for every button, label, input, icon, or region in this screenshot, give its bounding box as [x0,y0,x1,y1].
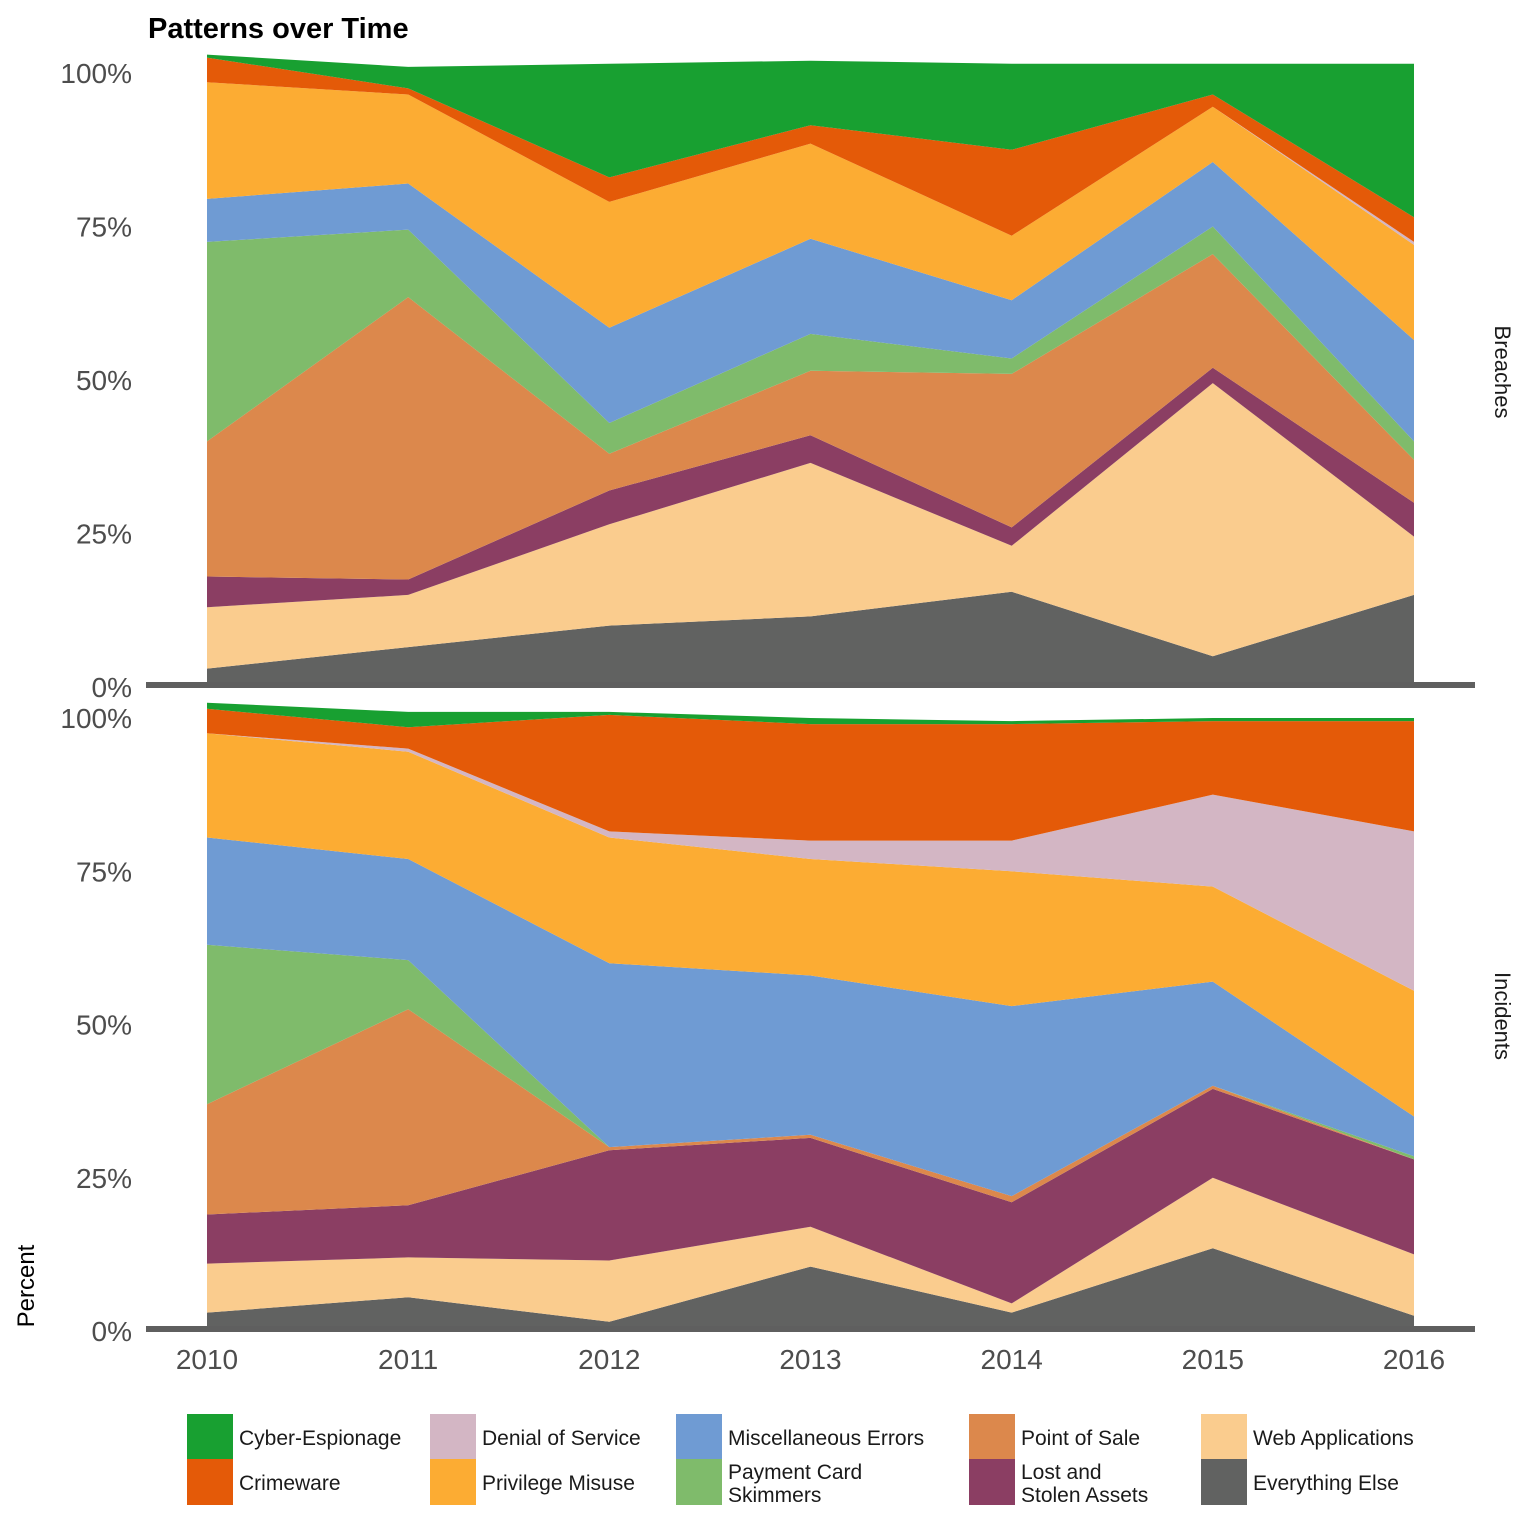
legend-label: Payment Card Skimmers [728,1461,862,1507]
legend-label: Crimeware [239,1472,341,1495]
area-breaches-payment-card-skimmers [207,226,1414,460]
legend-label: Web Applications [1253,1427,1414,1450]
area-incidents-privilege-misuse [207,733,1414,1117]
legend-swatch [676,1414,722,1460]
x-tick-label: 2015 [1182,1344,1244,1375]
legend-swatch [430,1459,476,1505]
y-tick-label: 0% [92,1316,132,1347]
area-incidents-cyber-espionage [207,702,1414,728]
y-axis-label: Percent [13,1244,40,1327]
y-tick-label: 75% [76,856,132,887]
legend-item: Miscellaneous Errors [676,1414,924,1460]
area-incidents-miscellaneous-errors [207,837,1414,1197]
x-tick-label: 2011 [378,1344,438,1375]
x-tick-label: 2014 [981,1344,1043,1375]
legend-item: Payment Card Skimmers [676,1459,862,1507]
legend-item: Privilege Misuse [430,1459,635,1505]
legend-label: Privilege Misuse [482,1472,635,1495]
area-breaches-point-of-sale [207,254,1414,580]
area-incidents-lost-and-stolen-assets [207,1088,1414,1304]
legend-swatch [1201,1414,1247,1460]
area-breaches-privilege-misuse [207,82,1414,341]
legend-item: Web Applications [1201,1414,1414,1460]
legend-swatch [969,1459,1015,1505]
legend-label: Denial of Service [482,1427,641,1450]
area-incidents-web-applications [207,1177,1414,1322]
facet-label: Incidents [1490,972,1515,1060]
legend-label: Cyber-Espionage [239,1427,401,1450]
area-incidents-crimeware [207,708,1414,841]
area-incidents-point-of-sale [207,1009,1414,1215]
area-breaches-miscellaneous-errors [207,162,1414,442]
y-tick-label: 50% [76,1010,132,1041]
y-tick-label: 75% [76,212,132,243]
area-incidents-payment-card-skimmers [207,944,1414,1197]
legend-item: Point of Sale [969,1414,1140,1460]
legend-item: Crimeware [187,1459,341,1505]
area-incidents-everything-else [207,1248,1414,1331]
y-tick-label: 0% [92,672,132,703]
legend-swatch [676,1459,722,1505]
legend-item: Everything Else [1201,1459,1399,1505]
area-breaches-lost-and-stolen-assets [207,367,1414,608]
x-tick-label: 2010 [176,1344,238,1375]
chart-title: Patterns over Time [148,13,409,45]
legend-swatch [187,1459,233,1505]
facet-label: Breaches [1490,326,1515,419]
y-tick-label: 25% [76,519,132,550]
y-tick-label: 100% [60,58,132,89]
panel-incidents: 0% 25% 50% 75% 100% Incidents [60,702,1515,1347]
area-breaches-cyber-espionage [207,54,1414,218]
y-tick-label: 50% [76,365,132,396]
legend-swatch [187,1414,233,1460]
legend-label: Point of Sale [1021,1427,1140,1450]
area-breaches-everything-else [207,591,1414,687]
legend-swatch [969,1414,1015,1460]
legend-swatch [1201,1459,1247,1505]
y-tick-label: 25% [76,1163,132,1194]
legend-item: Lost and Stolen Assets [969,1459,1148,1507]
y-tick-label: 100% [60,703,132,734]
x-tick-label: 2012 [578,1344,640,1375]
area-breaches-web-applications [207,383,1414,669]
area-incidents-denial-of-service [207,733,1414,991]
legend-item: Cyber-Espionage [187,1414,401,1460]
legend: Cyber-Espionage Crimeware Denial of Servic… [187,1414,1414,1507]
legend-swatch [430,1414,476,1460]
legend-label: Miscellaneous Errors [728,1427,924,1450]
legend-label: Everything Else [1253,1472,1399,1495]
panel-breaches: 0% 25% 50% 75% 100% Breaches [60,54,1515,703]
x-tick-label: 2016 [1383,1344,1445,1375]
legend-item: Denial of Service [430,1414,641,1460]
x-tick-label: 2013 [779,1344,841,1375]
legend-label: Lost and Stolen Assets [1021,1461,1148,1507]
